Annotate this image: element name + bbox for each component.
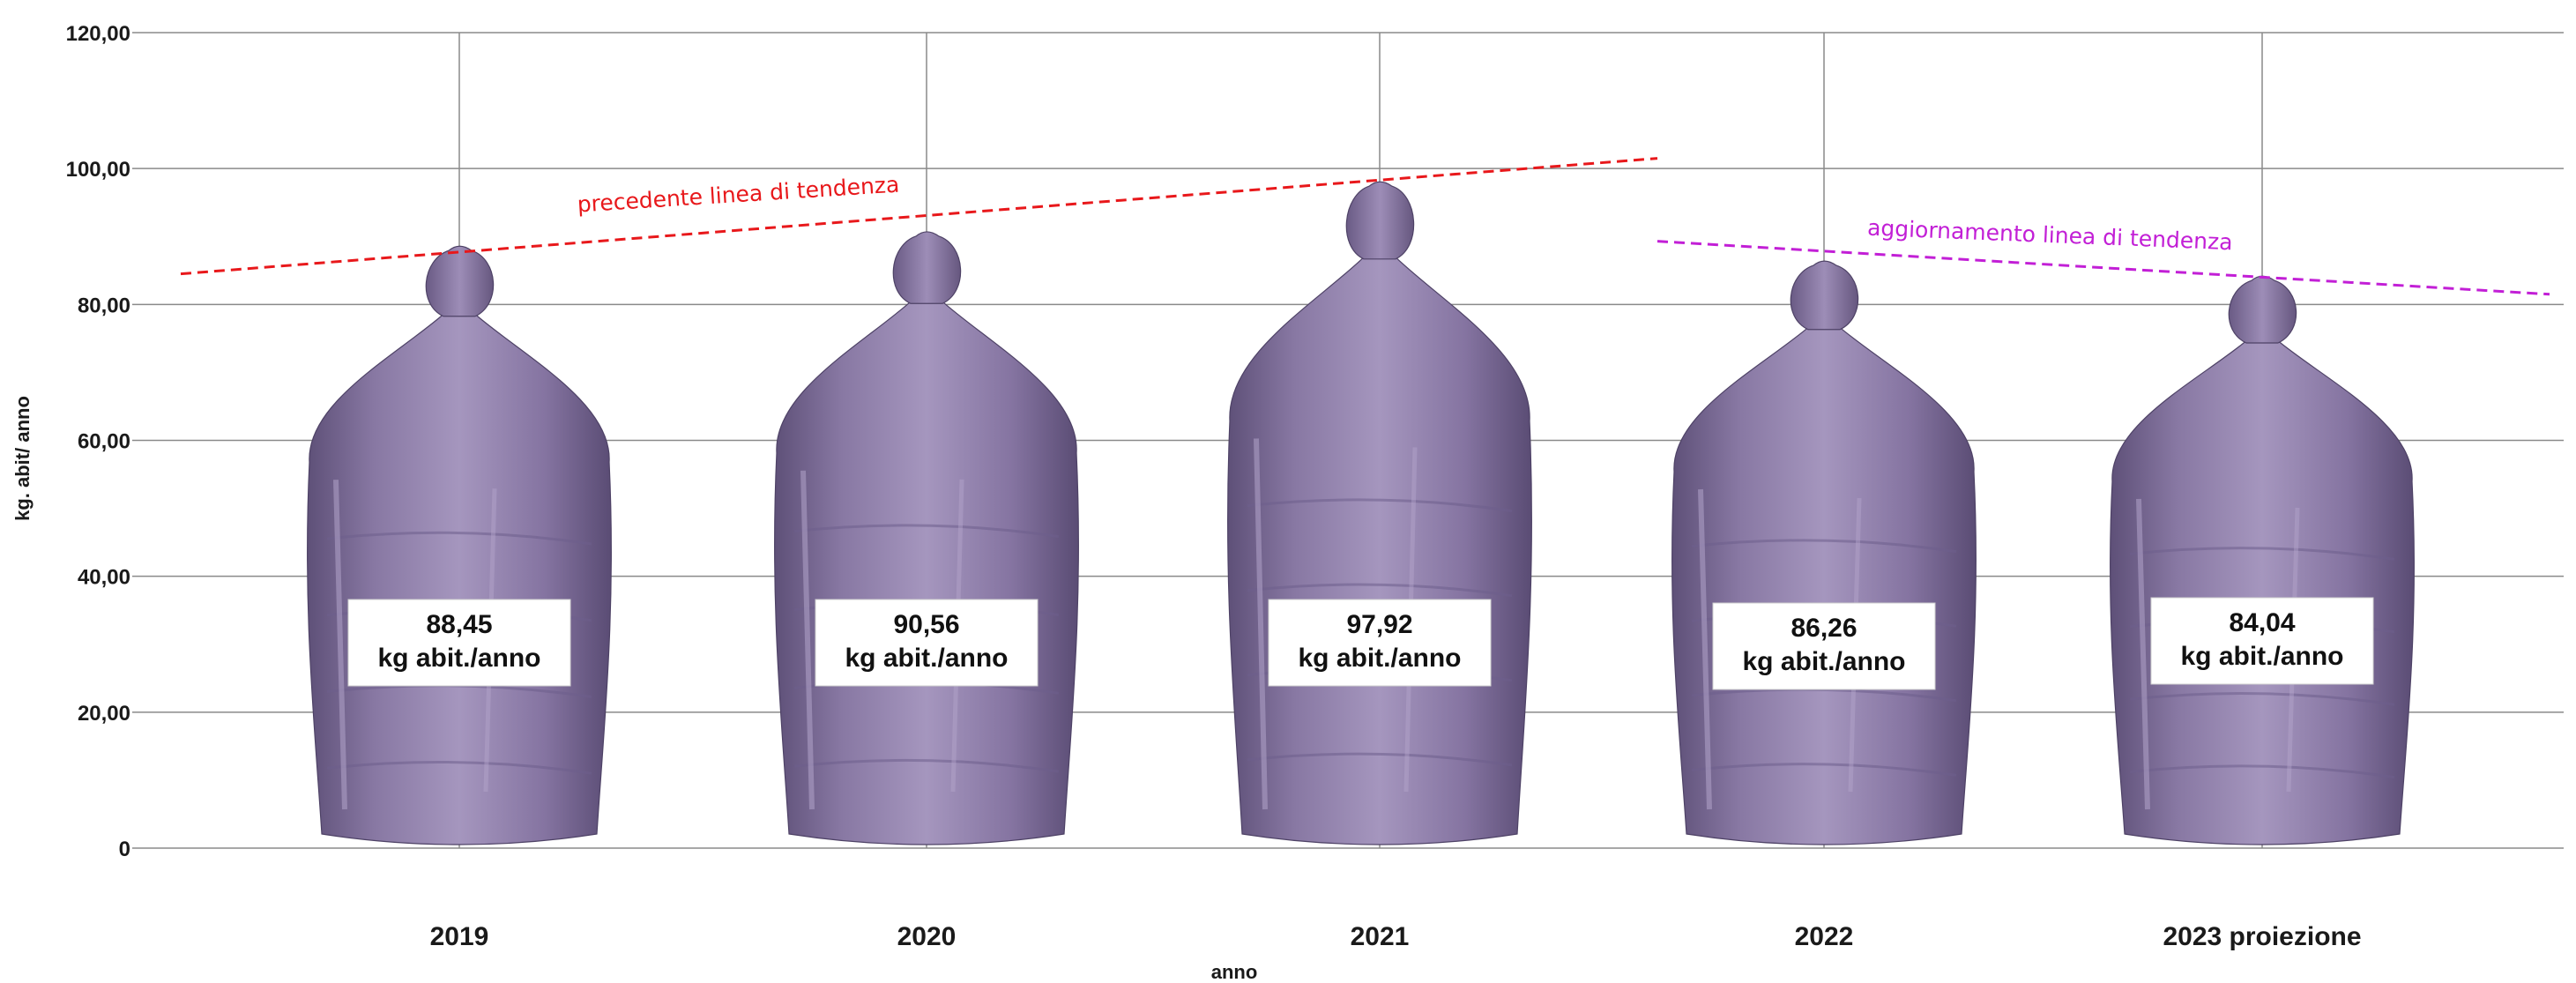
data-label-unit: kg abit./anno xyxy=(2180,642,2343,671)
x-tick-label: 2019 xyxy=(430,922,489,951)
data-label-value: 86,26 xyxy=(1791,614,1857,643)
data-label: 86,26 kg abit./anno xyxy=(1712,602,1936,690)
y-tick-label: 60,00 xyxy=(78,430,130,454)
data-label-value: 88,45 xyxy=(426,610,492,639)
data-label: 88,45 kg abit./anno xyxy=(347,599,571,687)
labels-layer: 88,45 kg abit./anno 2019 90,56 kg abit./anno… xyxy=(347,597,2374,951)
y-tick-label: 20,00 xyxy=(78,702,130,726)
x-tick-label: 2021 xyxy=(1351,922,1410,951)
bars-layer xyxy=(307,181,2415,845)
y-tick-label: 0 xyxy=(119,838,130,861)
data-label-unit: kg abit./anno xyxy=(845,644,1008,673)
bar xyxy=(2110,275,2415,845)
data-label-unit: kg abit./anno xyxy=(1742,647,1905,676)
data-label-value: 84,04 xyxy=(2229,608,2295,637)
x-axis-title: anno xyxy=(1211,961,1258,983)
bar xyxy=(774,231,1079,845)
x-tick-label: 2023 proiezione xyxy=(2163,922,2361,951)
data-label: 97,92 kg abit./anno xyxy=(1268,599,1492,687)
trend-line-path xyxy=(180,157,1658,276)
axis-layer: anno kg. abit/ anno xyxy=(11,396,1257,983)
x-tick-label: 2022 xyxy=(1795,922,1854,951)
bar xyxy=(1671,260,1977,845)
data-label-unit: kg abit./anno xyxy=(1298,644,1461,673)
y-tick-label: 120,00 xyxy=(66,22,130,46)
y-axis-title: kg. abit/ anno xyxy=(11,396,34,521)
data-label: 84,04 kg abit./anno xyxy=(2150,597,2374,685)
trend-line-label: aggiornamento linea di tendenza xyxy=(1867,215,2233,256)
y-tick-label: 80,00 xyxy=(78,294,130,317)
data-label: 90,56 kg abit./anno xyxy=(815,599,1039,687)
y-tick-label: 40,00 xyxy=(78,566,130,590)
bar xyxy=(1227,181,1532,845)
data-label-value: 90,56 xyxy=(893,610,959,639)
trend-line: aggiornamento linea di tendenza xyxy=(1657,215,2550,296)
bar xyxy=(307,245,612,845)
y-tick-label: 100,00 xyxy=(66,158,130,182)
trend-line-path xyxy=(1657,240,2550,296)
x-tick-label: 2020 xyxy=(897,922,957,951)
data-label-unit: kg abit./anno xyxy=(377,644,540,673)
trend-line-label: precedente linea di tendenza xyxy=(577,172,900,218)
data-label-value: 97,92 xyxy=(1346,610,1412,639)
